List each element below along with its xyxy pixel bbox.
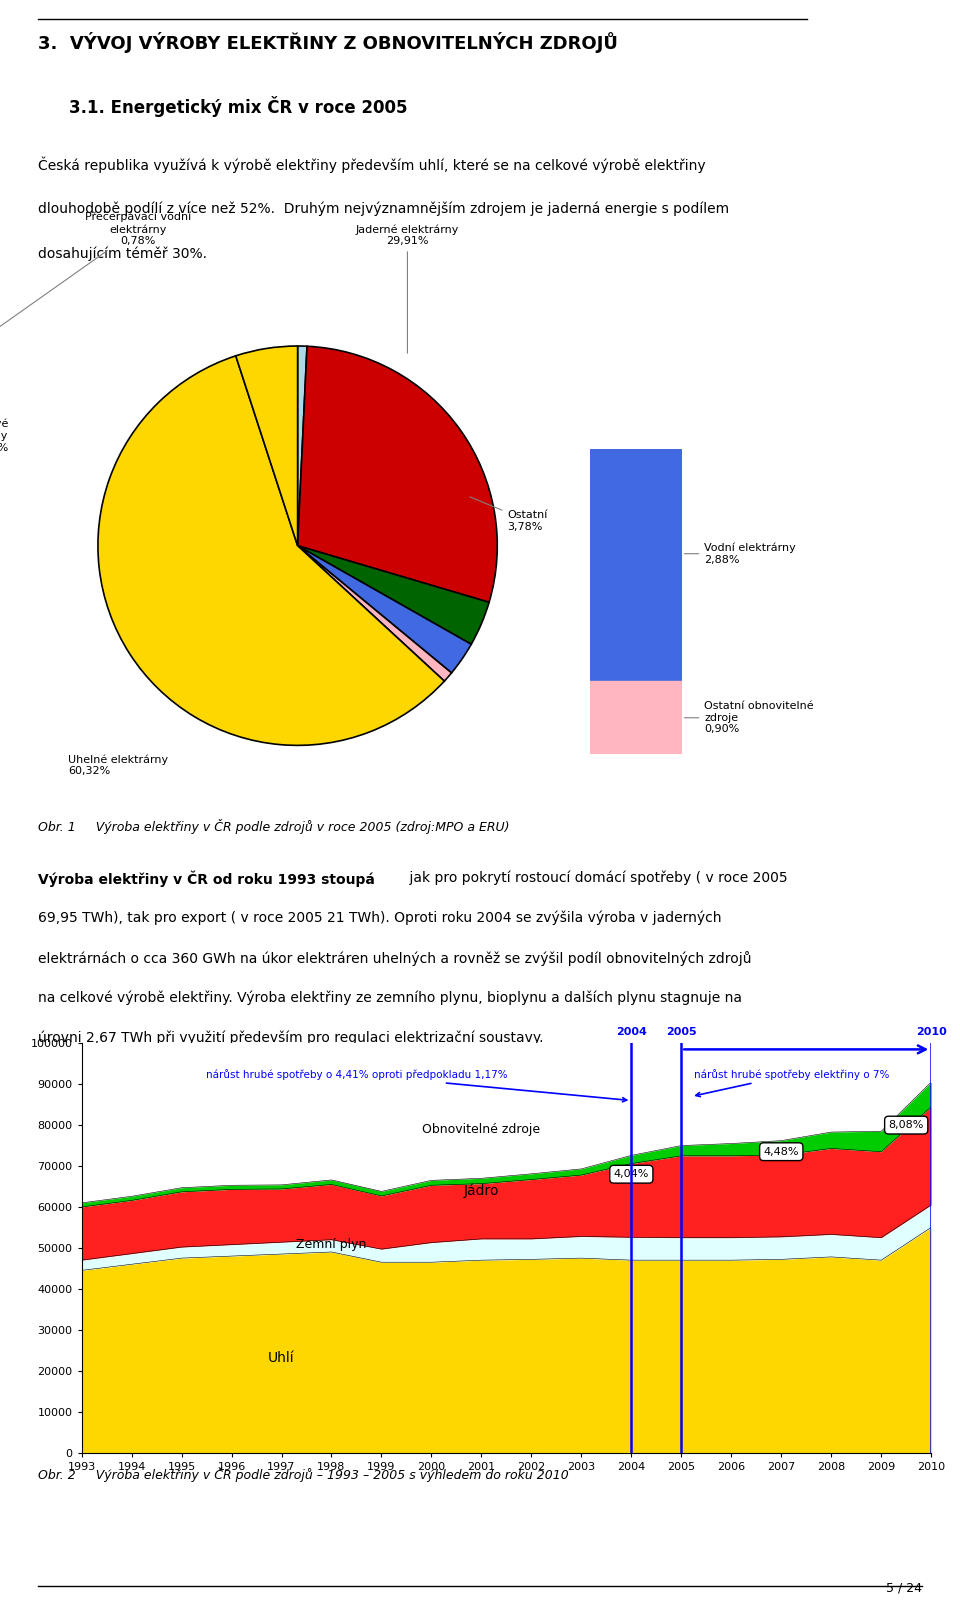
Text: Uhlí: Uhlí xyxy=(268,1351,295,1366)
Wedge shape xyxy=(298,546,451,681)
Text: na celkové výrobě elektřiny. Výroba elektřiny ze zemního plynu, bioplynu a další: na celkové výrobě elektřiny. Výroba elek… xyxy=(38,990,742,1005)
Text: Výroba elektřiny v ČR od roku 1993 stoupá: Výroba elektřiny v ČR od roku 1993 stoup… xyxy=(38,870,375,888)
Text: Obnovitelné zdroje: Obnovitelné zdroje xyxy=(422,1124,540,1136)
Text: Česká republika využívá k výrobě elektřiny především uhlí, které se na celkové v: Česká republika využívá k výrobě elektři… xyxy=(38,157,706,173)
Text: úrovni 2,67 TWh při využití především pro regulaci elektrizační soustavy.: úrovni 2,67 TWh při využití především pr… xyxy=(38,1030,544,1045)
Text: 3.1. Energetický mix ČR v roce 2005: 3.1. Energetický mix ČR v roce 2005 xyxy=(69,96,408,117)
Wedge shape xyxy=(98,356,444,745)
Bar xyxy=(590,681,682,754)
Text: 2005: 2005 xyxy=(666,1027,697,1037)
Wedge shape xyxy=(298,546,489,644)
Text: Obr. 2     Výroba elektřiny v ČR podle zdrojů – 1993 – 2005 s výhledem do roku 2: Obr. 2 Výroba elektřiny v ČR podle zdroj… xyxy=(38,1467,569,1481)
Text: Zemní plyn: Zemní plyn xyxy=(297,1237,367,1250)
Text: nárůst hrubé spotřeby elektřiny o 7%: nárůst hrubé spotřeby elektřiny o 7% xyxy=(693,1069,889,1096)
Wedge shape xyxy=(236,347,298,546)
Text: 5 / 24: 5 / 24 xyxy=(885,1581,922,1594)
Text: Vodní elektrárny
2,88%: Vodní elektrárny 2,88% xyxy=(684,542,796,565)
Text: nárůst hrubé spotřeby o 4,41% oproti předpokladu 1,17%: nárůst hrubé spotřeby o 4,41% oproti pře… xyxy=(205,1069,627,1101)
Text: 4,48%: 4,48% xyxy=(763,1146,799,1157)
Text: Paroplynové a plynové
elektrárny
5,20%: Paroplynové a plynové elektrárny 5,20% xyxy=(0,419,8,453)
Text: 69,95 TWh), tak pro export ( v roce 2005 21 TWh). Oproti roku 2004 se zvýšila vý: 69,95 TWh), tak pro export ( v roce 2005… xyxy=(38,910,722,924)
Text: 2010: 2010 xyxy=(916,1027,947,1037)
Wedge shape xyxy=(298,347,497,602)
Text: 2004: 2004 xyxy=(616,1027,647,1037)
Text: Jaderné elektrárny
29,91%: Jaderné elektrárny 29,91% xyxy=(356,225,459,353)
Text: 3.  VÝVOJ VÝROBY ELEKTŘINY Z OBNOVITELNÝCH ZDROJŮ: 3. VÝVOJ VÝROBY ELEKTŘINY Z OBNOVITELNÝC… xyxy=(38,32,618,53)
Text: Přečerpávací vodní
elektrárny
0,78%: Přečerpávací vodní elektrárny 0,78% xyxy=(0,212,191,355)
Text: dlouhodobě podílí z více než 52%.  Druhým nejvýznamnějším zdrojem je jaderná ene: dlouhodobě podílí z více než 52%. Druhým… xyxy=(38,202,730,217)
Text: Uhelné elektrárny
60,32%: Uhelné elektrárny 60,32% xyxy=(68,754,168,777)
Text: Obr. 1     Výroba elektřiny v ČR podle zdrojů v roce 2005 (zdroj:MPO a ERU): Obr. 1 Výroba elektřiny v ČR podle zdroj… xyxy=(38,819,510,833)
Text: dosahujícím téměř 30%.: dosahujícím téměř 30%. xyxy=(38,247,207,262)
Text: 4,04%: 4,04% xyxy=(613,1168,649,1180)
Text: elektrárnách o cca 360 GWh na úkor elektráren uhelných a rovněž se zvýšil podíl : elektrárnách o cca 360 GWh na úkor elekt… xyxy=(38,950,752,966)
Text: 8,08%: 8,08% xyxy=(889,1120,924,1130)
Wedge shape xyxy=(298,347,307,546)
Text: Jádro: Jádro xyxy=(464,1183,499,1197)
Text: jak pro pokrytí rostoucí domácí spotřeby ( v roce 2005: jak pro pokrytí rostoucí domácí spotřeby… xyxy=(405,870,787,884)
Bar xyxy=(590,449,682,681)
Text: Ostatní obnovitelné
zdroje
0,90%: Ostatní obnovitelné zdroje 0,90% xyxy=(684,701,814,735)
Wedge shape xyxy=(298,546,471,672)
Text: Ostatní
3,78%: Ostatní 3,78% xyxy=(469,498,547,531)
